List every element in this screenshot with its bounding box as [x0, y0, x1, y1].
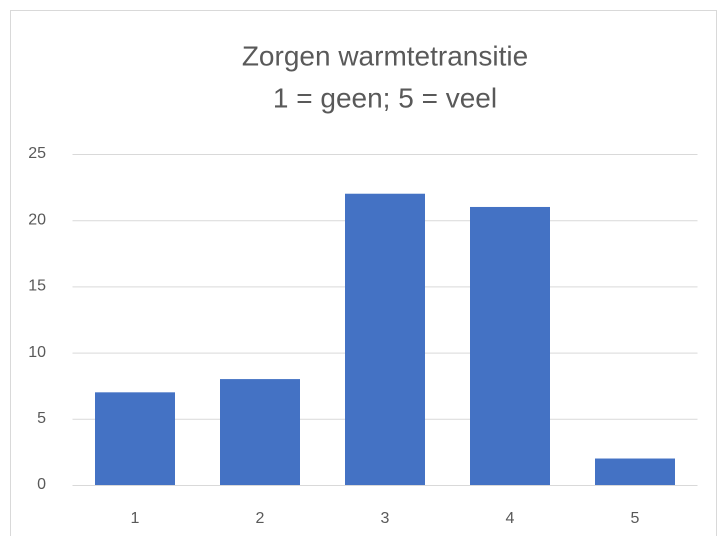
bar: [595, 458, 675, 485]
y-tick-label: 0: [37, 476, 46, 493]
y-tick-label: 25: [28, 145, 46, 162]
y-tick-label: 10: [28, 344, 46, 361]
bar: [95, 392, 175, 485]
bar: [345, 193, 425, 485]
chart-title: Zorgen warmtetransitie: [242, 40, 528, 71]
x-tick-label: 1: [131, 510, 140, 527]
y-tick-label: 5: [37, 410, 46, 427]
x-tick-label: 3: [381, 510, 390, 527]
x-tick-label: 4: [506, 510, 515, 527]
x-tick-label: 2: [256, 510, 265, 527]
bar: [220, 379, 300, 485]
chart-border: [10, 10, 717, 536]
chart-subtitle: 1 = geen; 5 = veel: [273, 82, 497, 113]
bar: [470, 206, 550, 485]
x-tick-label: 5: [631, 510, 640, 527]
y-tick-label: 15: [28, 278, 46, 295]
y-tick-label: 20: [28, 211, 46, 228]
